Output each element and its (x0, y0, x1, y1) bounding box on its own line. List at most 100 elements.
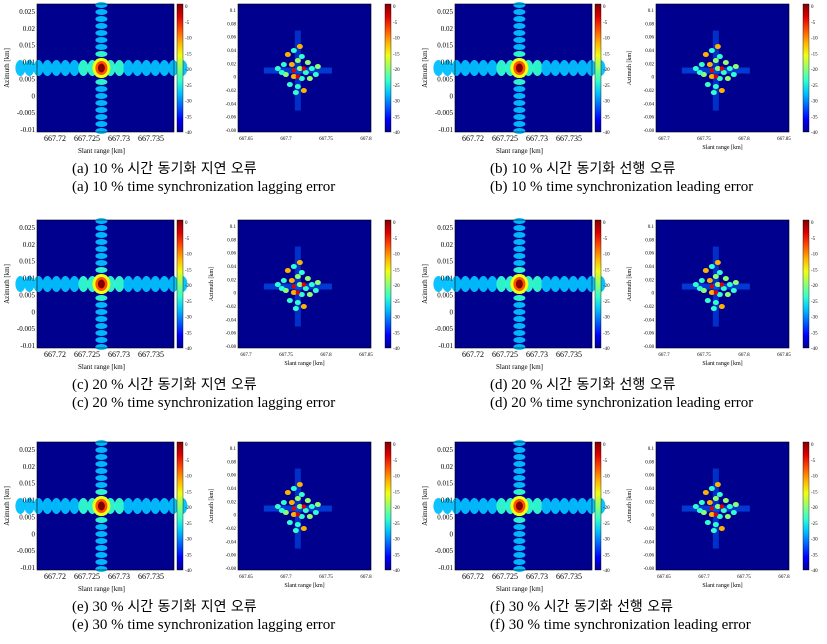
azimuth-sidelobe (513, 2, 526, 8)
range-sidelobe (78, 498, 89, 514)
colorbar-tick-label: -35 (393, 553, 400, 558)
response-speckle (718, 88, 725, 94)
response-speckle (296, 482, 303, 488)
x-tick-label: 667.73 (108, 350, 130, 359)
colorbar-tick-label: -25 (811, 522, 818, 527)
azimuth-sidelobe (513, 489, 526, 495)
azimuth-sidelobe (95, 309, 108, 315)
y-tick-label: -0.06 (226, 554, 237, 559)
azimuth-sidelobe (513, 517, 526, 523)
response-speckle (714, 66, 721, 72)
response-speckle (726, 504, 733, 510)
response-speckle (702, 268, 709, 274)
colorbar-tick-label: -5 (393, 459, 398, 464)
colorbar-tick-label: -10 (811, 475, 818, 480)
colorbar (594, 219, 602, 349)
y-tick-label: -0.02 (644, 527, 655, 532)
plot-frame (36, 3, 175, 133)
colorbar-tick-label: -40 (185, 569, 192, 574)
y-tick-label: 0.005 (19, 513, 35, 521)
azimuth-sidelobe (513, 30, 526, 36)
colorbar-tick-label: -25 (393, 522, 400, 527)
azimuth-sidelobe (95, 9, 108, 15)
y-tick-label: -0.005 (435, 325, 454, 333)
y-tick-label: -0.01 (20, 126, 35, 134)
x-axis-label: Slant range [km] (496, 363, 543, 371)
y-tick-label: 0.04 (645, 265, 654, 270)
y-tick-label: 0.1 (648, 9, 655, 14)
y-tick-label: 0.02 (23, 25, 36, 33)
colorbar-tick-label: -5 (603, 21, 608, 26)
response-speckle (288, 62, 295, 68)
range-sidelobe (568, 60, 579, 76)
y-axis-label: Azimuth [km] (209, 489, 215, 523)
x-tick-label: 667.75 (319, 575, 333, 580)
azimuth-sidelobe (513, 93, 526, 99)
colorbar-tick-label: -5 (393, 237, 398, 242)
azimuth-sidelobe (95, 51, 108, 57)
mainlobe-peak (97, 501, 105, 511)
azimuth-sidelobe (513, 538, 526, 544)
azimuth-sidelobe (513, 218, 526, 224)
x-tick-label: 667.8 (320, 353, 332, 358)
range-sidelobe (442, 498, 453, 514)
range-sidelobe (496, 498, 507, 514)
x-tick-label: 667.735 (556, 134, 582, 143)
range-sidelobe (469, 60, 480, 76)
azimuth-sidelobe (513, 107, 526, 113)
response-speckle (722, 60, 729, 66)
azimuth-sidelobe (513, 323, 526, 329)
colorbar-tick-label: -25 (811, 84, 818, 89)
caption-english: (e) 30 % time synchronization lagging er… (72, 617, 336, 633)
range-sidelobe (550, 60, 561, 76)
y-tick-label: 0.02 (645, 62, 654, 67)
colorbar (384, 441, 392, 571)
colorbar-tick-label: -35 (185, 553, 192, 558)
azimuth-sidelobe (513, 23, 526, 29)
caption-english: (b) 10 % time synchronization leading er… (490, 179, 754, 195)
x-tick-label: 667.72 (44, 572, 66, 581)
range-sidelobe (168, 498, 179, 514)
response-speckle (284, 268, 291, 274)
range-sidelobe (469, 498, 480, 514)
response-speckle (300, 526, 307, 532)
x-tick-label: 667.85 (777, 353, 791, 358)
response-speckle (724, 76, 731, 82)
azimuth-sidelobe (513, 86, 526, 92)
main-lobe-plot: 0.025 0.02 0.015 0.01 0.005 0 -0.005 -0.01 667.7… (3, 440, 192, 593)
y-tick-label: 0 (652, 76, 655, 81)
colorbar-tick-label: -20 (603, 506, 610, 511)
colorbar-tick-label: -15 (603, 490, 610, 495)
colorbar-tick-label: -25 (393, 300, 400, 305)
y-tick-label: -0.02 (644, 89, 655, 94)
range-sidelobe (15, 60, 26, 76)
y-tick-label: 0.015 (19, 42, 35, 50)
y-tick-label: 0.04 (227, 487, 236, 492)
colorbar-tick-label: -10 (603, 37, 610, 42)
response-speckle (704, 82, 711, 88)
response-speckle (710, 528, 717, 534)
azimuth-sidelobe (95, 316, 108, 322)
response-speckle (284, 490, 291, 496)
azimuth-sidelobe (95, 225, 108, 231)
response-speckle (288, 278, 295, 284)
response-speckle (274, 504, 281, 510)
x-tick-label: 667.725 (74, 350, 100, 359)
y-tick-label: -0.08 (644, 129, 655, 134)
response-peak (295, 290, 301, 295)
range-sidelobe (69, 60, 80, 76)
response-speckle (718, 304, 725, 310)
y-tick-label: 0.02 (227, 278, 236, 283)
y-tick-label: 0.04 (227, 265, 236, 270)
response-speckle (708, 74, 715, 80)
response-speckle (698, 500, 705, 506)
colorbar-tick-label: -10 (811, 37, 818, 42)
distorted-response-plot: 0.1 0.08 0.06 0.04 0.02 0 -0.02 -0.04 -0.06 -0.08… (627, 3, 818, 151)
azimuth-sidelobe (95, 86, 108, 92)
plot-frame (454, 219, 593, 349)
colorbar (802, 219, 810, 349)
y-tick-label: -0.08 (226, 129, 237, 134)
range-sidelobe (150, 498, 161, 514)
colorbar-tick-label: -25 (603, 84, 610, 89)
range-sidelobe (433, 498, 444, 514)
